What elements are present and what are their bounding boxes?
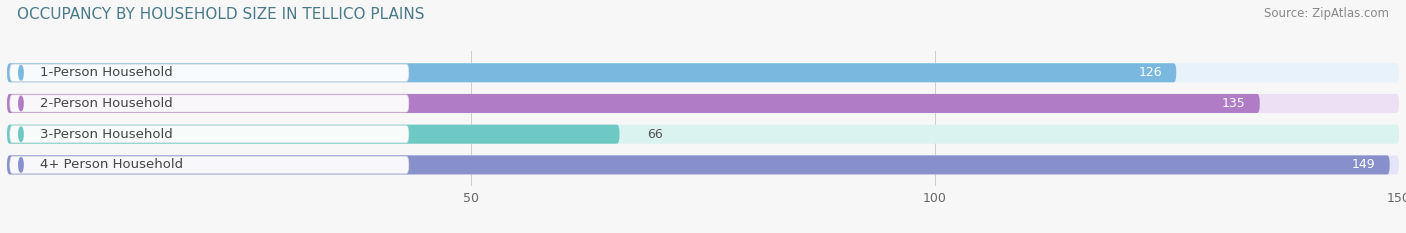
Text: 2-Person Household: 2-Person Household bbox=[39, 97, 173, 110]
Circle shape bbox=[18, 96, 22, 111]
FancyBboxPatch shape bbox=[7, 94, 1260, 113]
FancyBboxPatch shape bbox=[7, 94, 1399, 113]
FancyBboxPatch shape bbox=[7, 63, 1399, 82]
FancyBboxPatch shape bbox=[10, 126, 409, 143]
FancyBboxPatch shape bbox=[7, 63, 1177, 82]
FancyBboxPatch shape bbox=[7, 155, 1399, 175]
FancyBboxPatch shape bbox=[10, 95, 409, 112]
Circle shape bbox=[18, 65, 22, 80]
FancyBboxPatch shape bbox=[7, 125, 620, 144]
Text: 135: 135 bbox=[1222, 97, 1246, 110]
Text: Source: ZipAtlas.com: Source: ZipAtlas.com bbox=[1264, 7, 1389, 20]
Text: 4+ Person Household: 4+ Person Household bbox=[39, 158, 183, 171]
Text: OCCUPANCY BY HOUSEHOLD SIZE IN TELLICO PLAINS: OCCUPANCY BY HOUSEHOLD SIZE IN TELLICO P… bbox=[17, 7, 425, 22]
Circle shape bbox=[18, 127, 22, 141]
FancyBboxPatch shape bbox=[10, 64, 409, 81]
Text: 66: 66 bbox=[647, 128, 664, 141]
Text: 126: 126 bbox=[1139, 66, 1163, 79]
FancyBboxPatch shape bbox=[7, 125, 1399, 144]
FancyBboxPatch shape bbox=[7, 155, 1389, 175]
FancyBboxPatch shape bbox=[10, 156, 409, 174]
Circle shape bbox=[18, 158, 22, 172]
Text: 149: 149 bbox=[1353, 158, 1375, 171]
Text: 1-Person Household: 1-Person Household bbox=[39, 66, 173, 79]
Text: 3-Person Household: 3-Person Household bbox=[39, 128, 173, 141]
